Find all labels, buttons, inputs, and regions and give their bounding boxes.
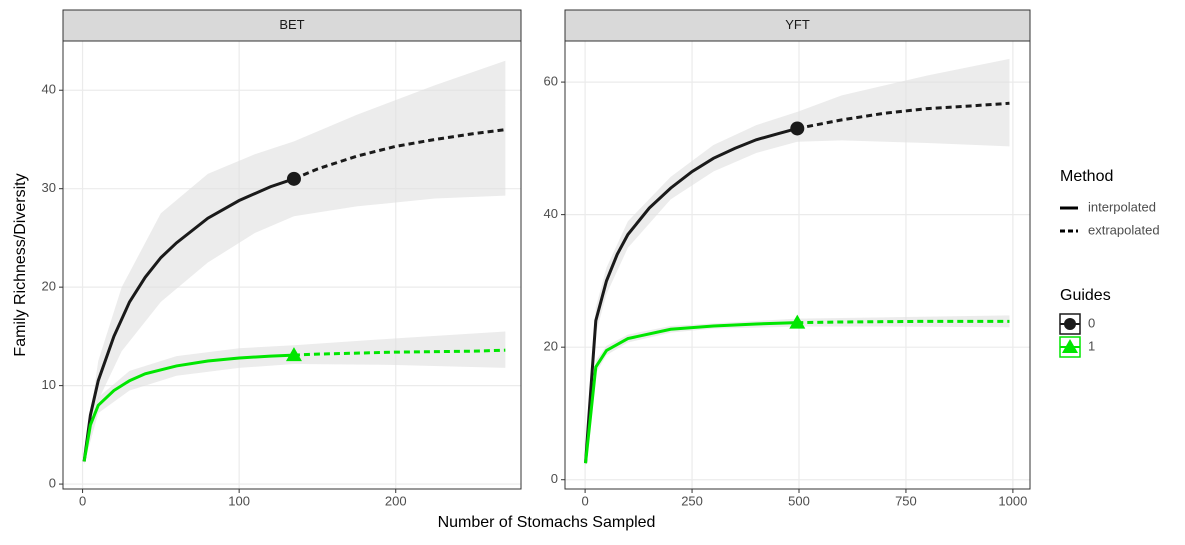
extrapolated-line xyxy=(293,128,506,181)
x-tick-label: 0 xyxy=(581,493,588,508)
interpolated-line xyxy=(584,127,798,464)
interpolated-line xyxy=(584,321,798,464)
confidence-band xyxy=(585,58,1010,467)
legend-marker xyxy=(1064,318,1076,330)
panel-border xyxy=(564,40,1031,490)
legend-label: 0 xyxy=(1088,315,1095,330)
extrapolated-line xyxy=(797,319,1010,325)
interpolated-line xyxy=(82,353,295,462)
y-tick-label: 40 xyxy=(544,206,558,221)
y-tick-label: 10 xyxy=(42,377,56,392)
legend-marker xyxy=(1062,339,1078,353)
y-tick-label: 40 xyxy=(42,82,56,97)
y-tick-label: 0 xyxy=(49,476,56,491)
legend-label: interpolated xyxy=(1088,199,1156,214)
legend-label: 1 xyxy=(1088,338,1095,353)
legend-label: extrapolated xyxy=(1088,222,1160,237)
observed-point xyxy=(790,121,805,136)
x-tick-label: 200 xyxy=(385,493,407,508)
y-axis-label: Family Richness/Diversity xyxy=(12,173,29,356)
panel-title: BET xyxy=(279,17,304,32)
panel-title: YFT xyxy=(785,17,810,32)
y-tick-label: 60 xyxy=(544,74,558,89)
x-tick-label: 750 xyxy=(895,493,917,508)
x-tick-label: 500 xyxy=(788,493,810,508)
legend-title: Guides xyxy=(1060,287,1111,304)
observed-point xyxy=(285,347,302,362)
strip xyxy=(564,9,1031,42)
x-tick-label: 1000 xyxy=(998,493,1027,508)
y-tick-label: 30 xyxy=(42,180,56,195)
extrapolated-line xyxy=(797,101,1010,130)
y-tick-label: 20 xyxy=(42,279,56,294)
interpolated-line xyxy=(82,177,295,462)
x-tick-label: 0 xyxy=(79,493,86,508)
panel-border xyxy=(62,40,522,490)
strip xyxy=(62,9,522,42)
observed-point xyxy=(286,171,301,186)
x-axis-label: Number of Stomachs Sampled xyxy=(438,514,656,531)
legend-title: Method xyxy=(1060,168,1113,185)
y-tick-label: 20 xyxy=(544,339,558,354)
extrapolated-line xyxy=(293,348,506,357)
y-tick-label: 0 xyxy=(551,471,558,486)
observed-point xyxy=(789,314,806,329)
x-tick-label: 100 xyxy=(228,493,250,508)
confidence-band xyxy=(84,60,506,465)
x-tick-label: 250 xyxy=(681,493,703,508)
